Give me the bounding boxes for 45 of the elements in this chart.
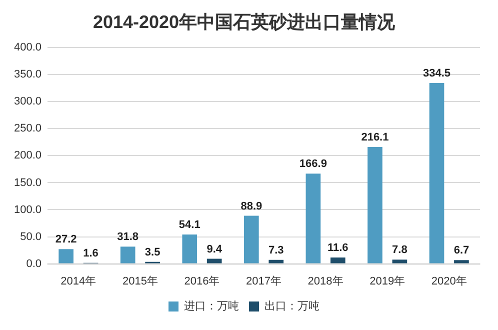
y-tick-label: 0.0 <box>26 258 42 270</box>
y-tick-label: 150.0 <box>14 176 42 189</box>
legend-label: 进口：万吨 <box>184 300 239 313</box>
data-label: 31.8 <box>117 231 139 244</box>
bar <box>58 249 74 264</box>
x-tick-label: 2014年 <box>60 275 96 288</box>
legend-label: 出口：万吨 <box>264 300 320 313</box>
bar <box>120 246 136 264</box>
data-label: 6.7 <box>454 244 470 257</box>
x-tick-label: 2017年 <box>246 275 282 288</box>
data-label: 88.9 <box>240 200 262 212</box>
data-label: 1.6 <box>83 247 98 260</box>
data-label: 216.1 <box>361 132 389 144</box>
bar <box>182 234 198 264</box>
data-label: 3.5 <box>144 246 160 258</box>
y-tick-label: 400.0 <box>14 42 42 54</box>
bar <box>392 260 408 264</box>
data-label: 7.8 <box>392 244 408 256</box>
bar <box>244 216 259 264</box>
bar <box>368 147 382 264</box>
bar <box>268 260 284 264</box>
bar <box>454 260 469 264</box>
x-tick-label: 2020年 <box>431 275 467 288</box>
x-tick-label: 2019年 <box>370 275 406 288</box>
data-label: 27.2 <box>55 234 77 246</box>
data-label: 166.9 <box>299 158 327 170</box>
y-tick-label: 200.0 <box>14 150 42 162</box>
bar <box>306 174 321 264</box>
y-tick-label: 350.0 <box>14 68 42 81</box>
bar <box>429 83 444 264</box>
data-label: 9.4 <box>206 243 223 256</box>
x-tick-label: 2015年 <box>122 275 158 288</box>
data-label: 334.5 <box>422 68 451 80</box>
y-tick-label: 300.0 <box>14 96 42 108</box>
bar <box>330 258 346 264</box>
bar <box>206 258 222 264</box>
data-label: 54.1 <box>178 219 200 232</box>
x-tick-label: 2018年 <box>308 275 344 288</box>
data-label: 7.3 <box>268 244 284 256</box>
data-label: 11.6 <box>327 242 348 254</box>
y-tick-label: 50.0 <box>20 230 42 243</box>
chart-title: 2014-2020年中国石英砂进出口量情况 <box>92 12 396 32</box>
x-tick-label: 2016年 <box>184 275 220 288</box>
y-tick-label: 250.0 <box>14 122 42 135</box>
y-tick-label: 100.0 <box>14 204 42 216</box>
